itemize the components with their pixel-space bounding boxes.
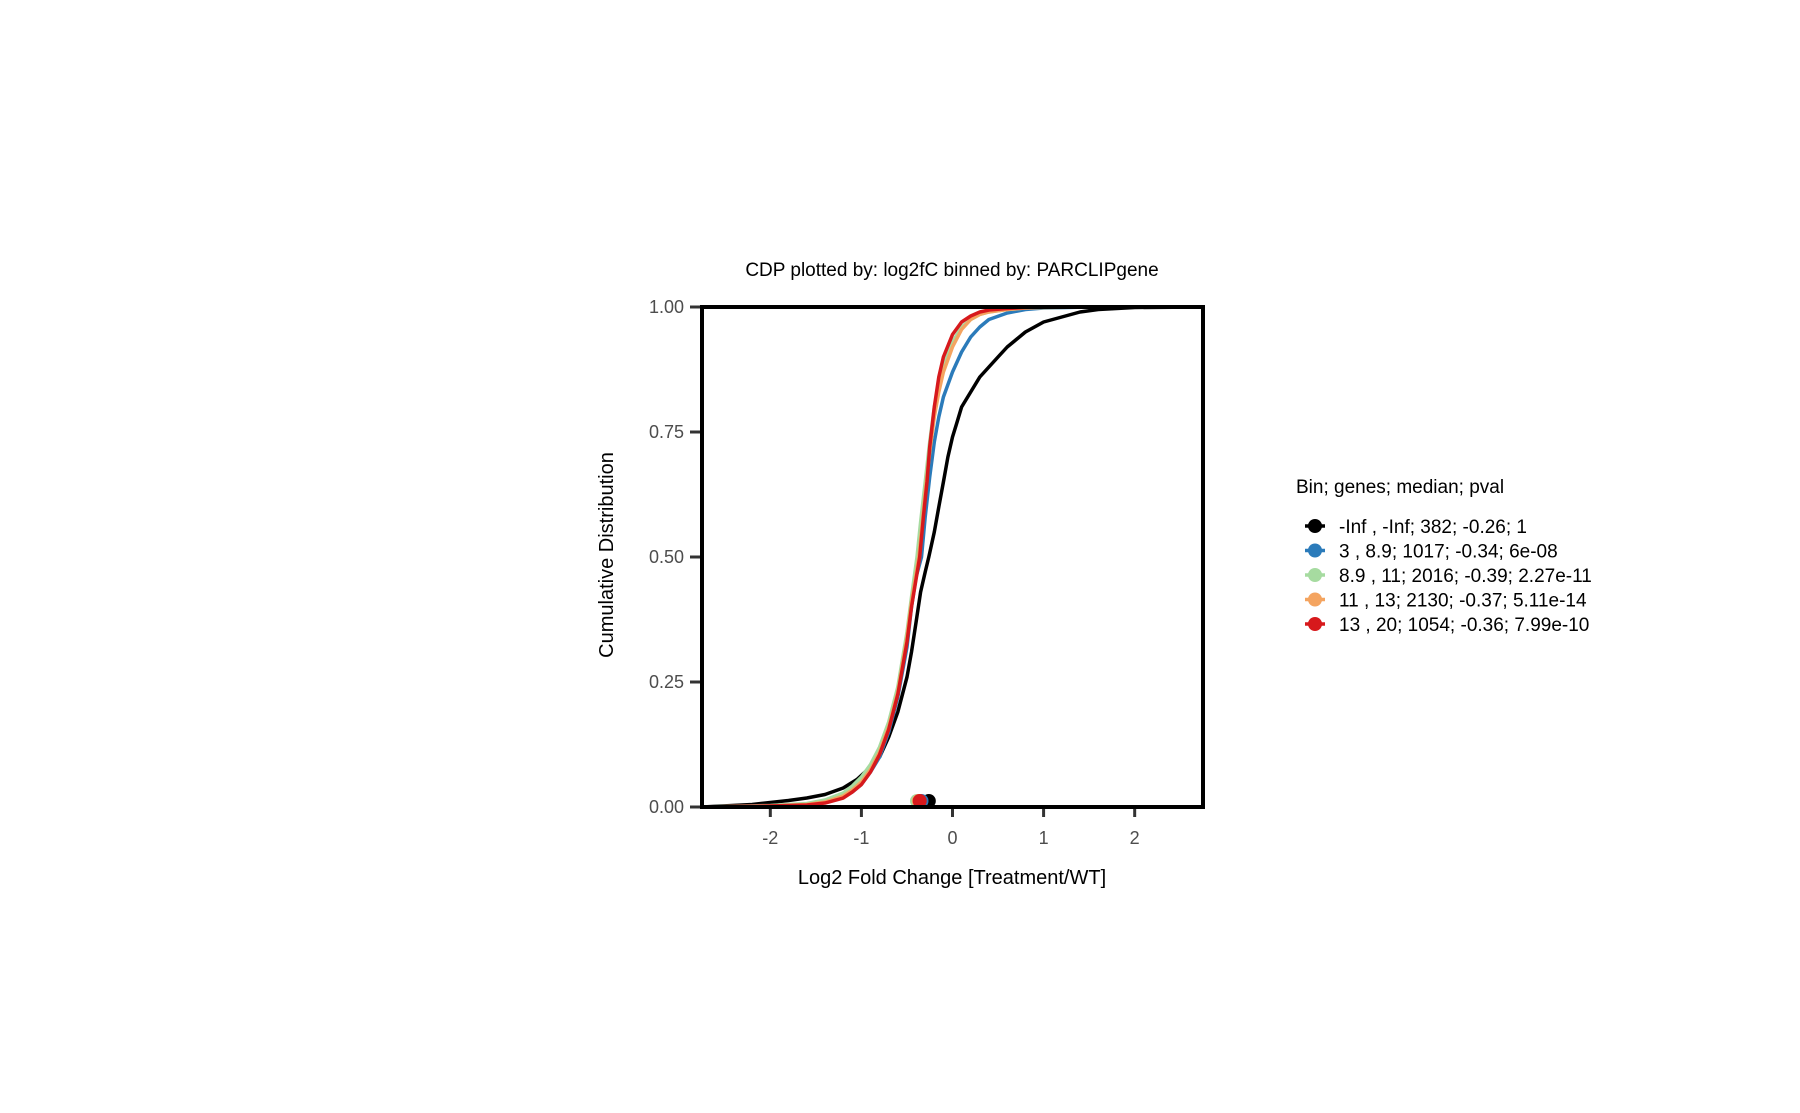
series-line-0 (701, 305, 1204, 809)
y-tick-label: 0.00 (649, 797, 684, 817)
y-tick-label: 0.75 (649, 422, 684, 442)
x-tick-label: -1 (853, 828, 869, 848)
chart-title: CDP plotted by: log2fC binned by: PARCLI… (745, 260, 1158, 281)
y-tick-label: 0.25 (649, 672, 684, 692)
x-axis-title: Log2 Fold Change [Treatment/WT] (798, 867, 1106, 889)
plot-frame (700, 305, 1205, 809)
x-axis: -2 -1 0 1 2 (762, 809, 1140, 848)
legend-key-point (1308, 519, 1322, 533)
series-lines (701, 305, 1204, 809)
x-tick-label: 2 (1130, 828, 1140, 848)
legend-label: 8.9 , 11; 2016; -0.39; 2.27e-11 (1339, 566, 1592, 587)
legend-key-point (1308, 568, 1322, 582)
legend-items: -Inf , -Inf; 382; -0.26; 1 3 , 8.9; 1017;… (1305, 517, 1592, 636)
legend: Bin; genes; median; pval -Inf , -Inf; 38… (1296, 477, 1592, 636)
legend-title: Bin; genes; median; pval (1296, 477, 1504, 498)
series-line-1 (701, 305, 1203, 809)
legend-key-point (1308, 592, 1322, 607)
x-tick-label: 1 (1039, 828, 1049, 848)
plot-area (700, 305, 1205, 809)
legend-label: 11 , 13; 2130; -0.37; 5.11e-14 (1339, 591, 1587, 612)
legend-label: 3 , 8.9; 1017; -0.34; 6e-08 (1339, 542, 1558, 563)
y-axis-title: Cumulative Distribution (596, 452, 618, 658)
series-line-3 (701, 305, 1203, 809)
legend-label: 13 , 20; 1054; -0.36; 7.99e-10 (1339, 615, 1589, 636)
x-tick-label: 0 (947, 828, 957, 848)
legend-key-point (1308, 617, 1322, 631)
y-tick-label: 0.50 (649, 547, 684, 567)
legend-key-point (1308, 543, 1322, 558)
x-tick-label: -2 (762, 828, 778, 848)
legend-label: -Inf , -Inf; 382; -0.26; 1 (1339, 517, 1527, 538)
series-line-2 (701, 305, 1203, 809)
series-line-4 (701, 305, 1203, 809)
median-points (910, 794, 936, 808)
median-point-4 (912, 794, 927, 808)
y-axis: 0.00 0.25 0.50 0.75 1.00 (649, 297, 700, 817)
y-tick-label: 1.00 (649, 297, 684, 317)
